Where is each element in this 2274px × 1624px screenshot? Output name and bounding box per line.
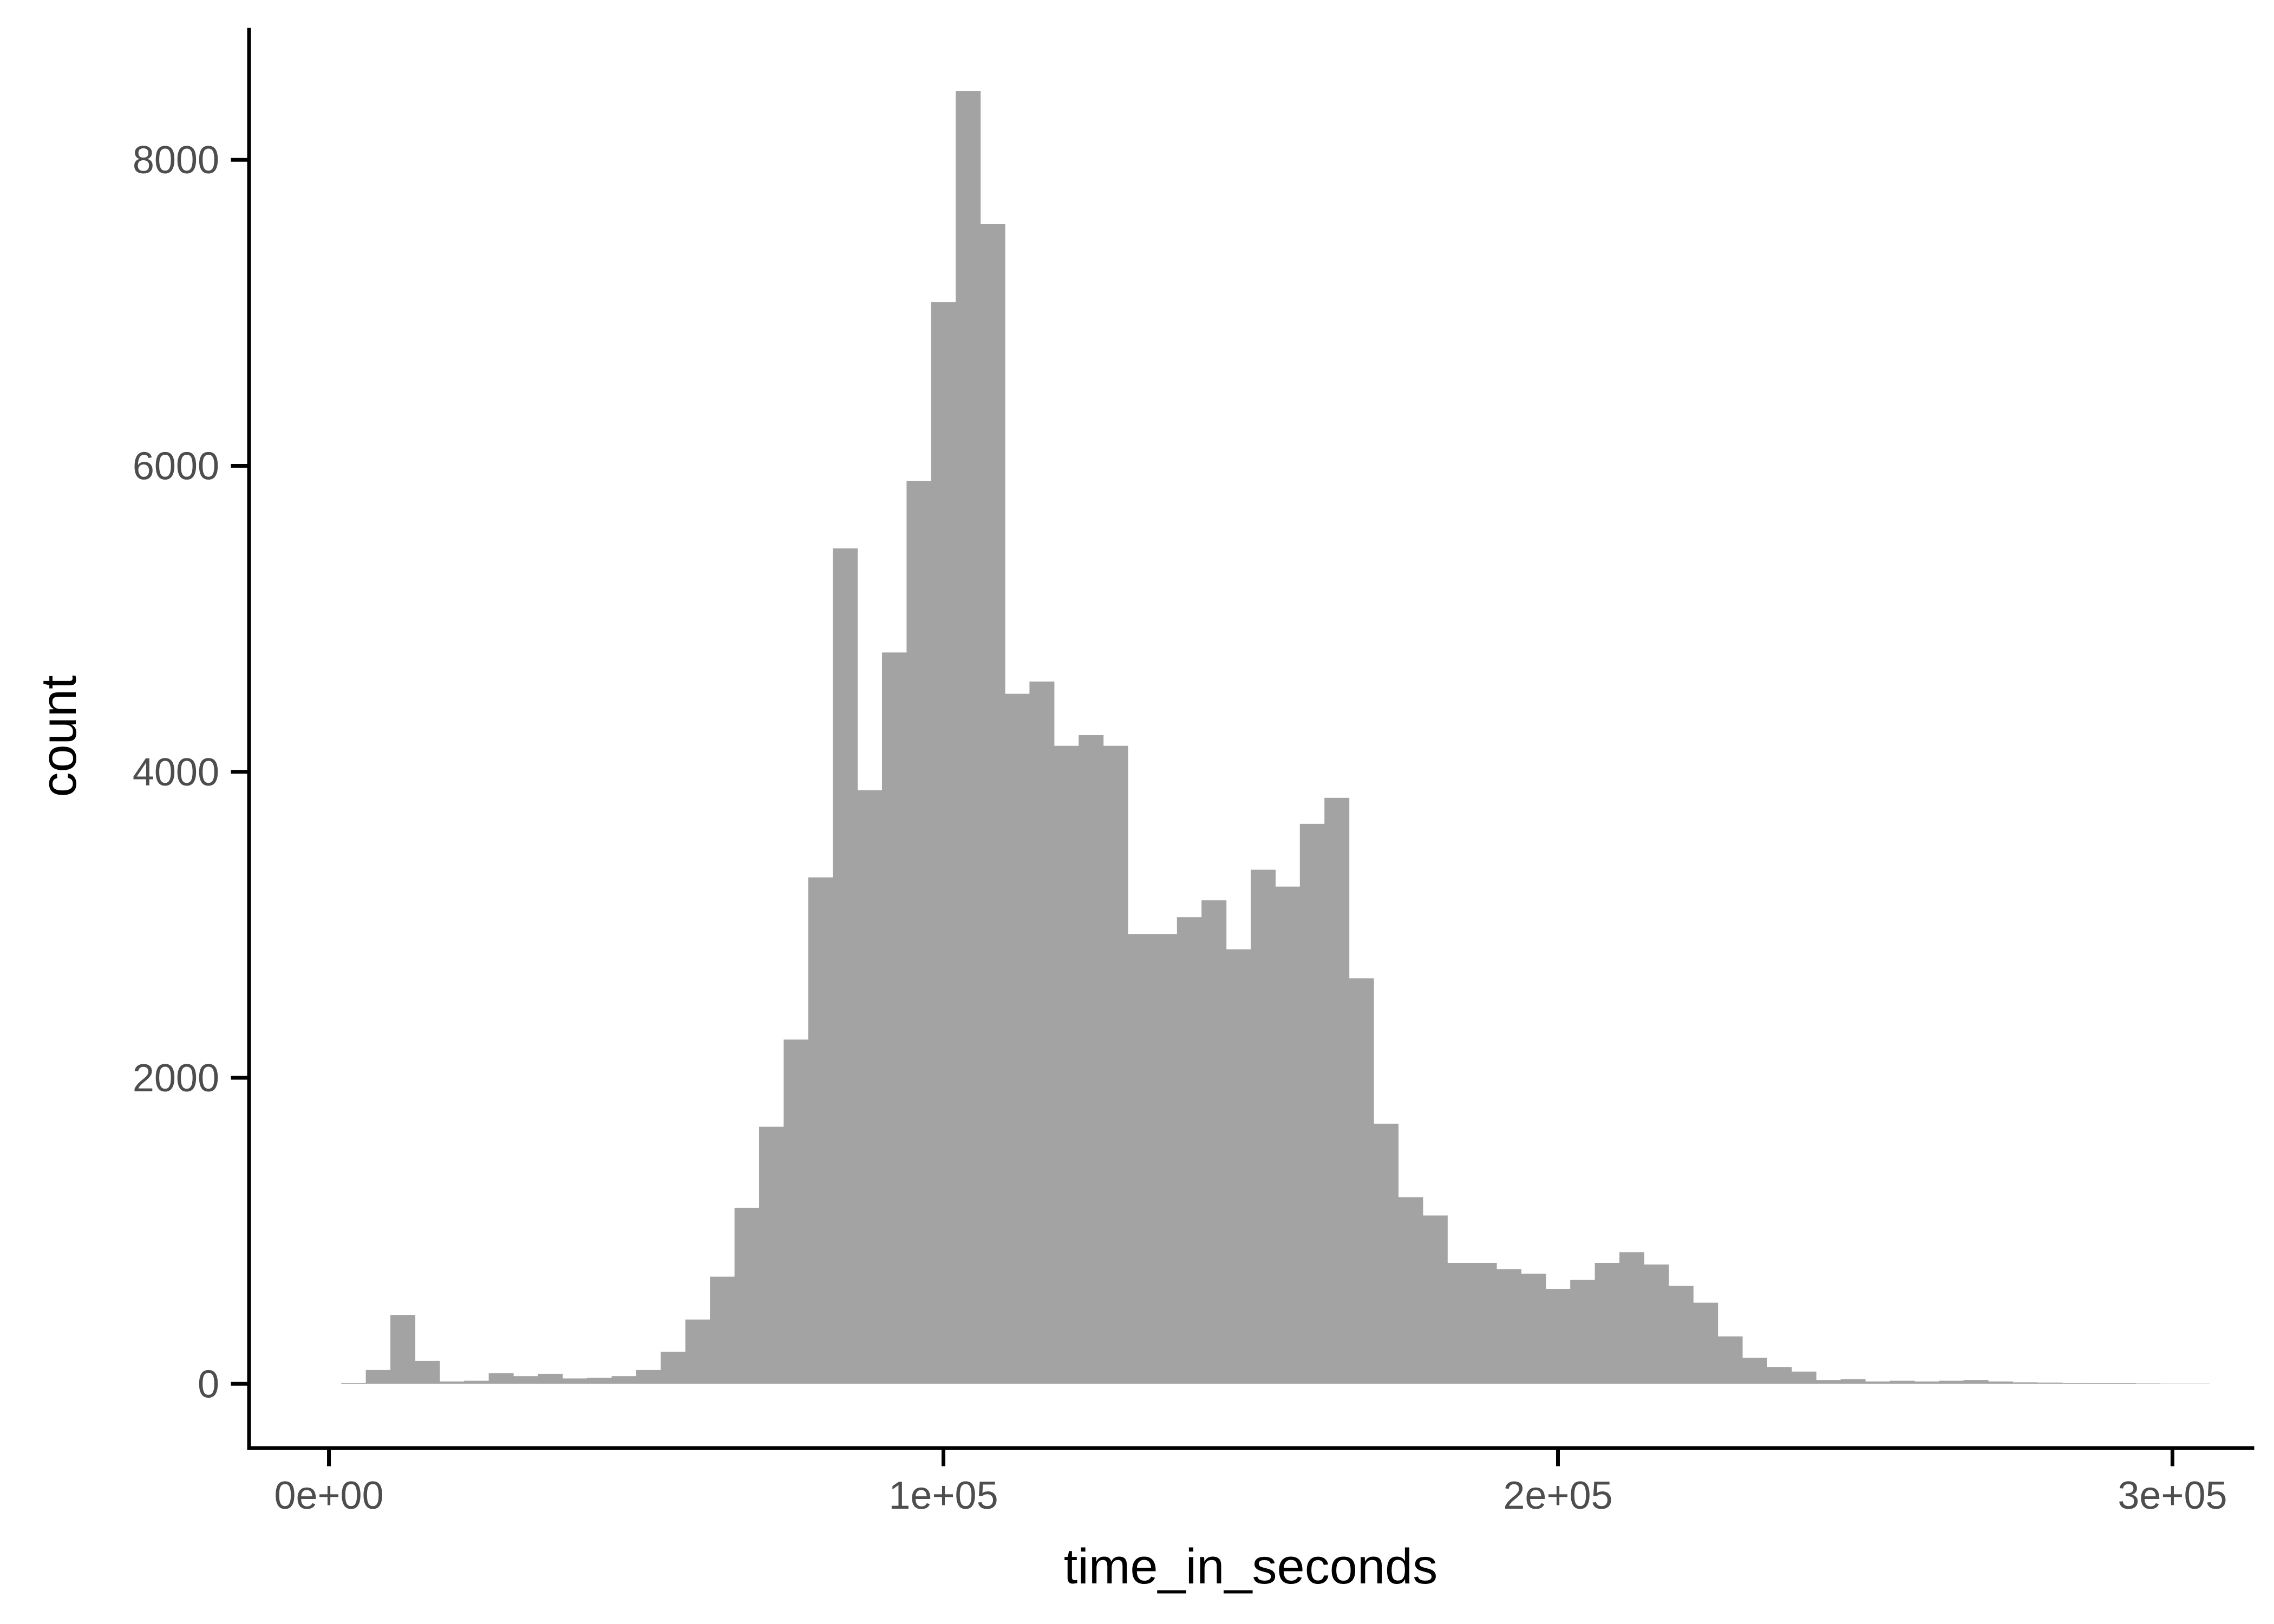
histogram-bar xyxy=(1079,735,1104,1384)
histogram-bar xyxy=(1619,1252,1644,1384)
histogram-bar xyxy=(1128,934,1153,1384)
histogram-bar xyxy=(1324,797,1350,1384)
histogram-bars xyxy=(341,91,2210,1384)
histogram-bar xyxy=(1275,886,1301,1384)
histogram-bar xyxy=(1742,1358,1767,1384)
histogram-bar xyxy=(1865,1381,1890,1384)
histogram-bar xyxy=(611,1376,637,1384)
histogram-bar xyxy=(1103,745,1128,1384)
histogram-bar xyxy=(1447,1263,1473,1384)
histogram-bar xyxy=(1840,1379,1866,1384)
histogram-bar xyxy=(1201,900,1227,1384)
histogram-bar xyxy=(636,1370,662,1384)
histogram-bar xyxy=(2086,1383,2112,1384)
histogram-bar xyxy=(1963,1380,1989,1384)
y-tick-label: 0 xyxy=(198,1363,219,1406)
histogram-bar xyxy=(1939,1380,1964,1384)
histogram-bar xyxy=(2135,1383,2161,1384)
histogram-bar xyxy=(1054,745,1079,1384)
histogram-bar xyxy=(1398,1197,1423,1384)
histogram-bar xyxy=(1472,1263,1497,1384)
histogram-bar xyxy=(1496,1269,1521,1384)
histogram-bar xyxy=(1373,1123,1399,1384)
histogram-bar xyxy=(1177,917,1202,1384)
histogram-bar xyxy=(1152,934,1178,1384)
histogram-bar xyxy=(1545,1289,1571,1384)
histogram-bar xyxy=(661,1351,686,1384)
histogram-bar xyxy=(882,652,907,1384)
histogram-bar xyxy=(808,877,833,1384)
histogram-bar xyxy=(1005,693,1030,1384)
histogram-bar xyxy=(1029,682,1055,1384)
histogram-bar xyxy=(833,548,858,1384)
histogram-bar xyxy=(1422,1215,1448,1384)
histogram-bar xyxy=(956,91,981,1384)
histogram-bar xyxy=(488,1373,514,1384)
histogram-bar xyxy=(513,1376,539,1384)
x-tick-label: 3e+05 xyxy=(2118,1474,2227,1517)
histogram-bar xyxy=(1717,1336,1743,1384)
histogram-bar xyxy=(1570,1280,1596,1384)
histogram-bar xyxy=(1767,1367,1792,1384)
histogram-bar xyxy=(1251,869,1276,1384)
histogram-bar xyxy=(685,1319,710,1384)
histogram-bar xyxy=(759,1127,785,1384)
histogram-bar xyxy=(1521,1273,1546,1384)
y-axis-title: count xyxy=(31,675,87,797)
histogram-bar xyxy=(1791,1371,1816,1384)
histogram-bar xyxy=(783,1039,809,1384)
histogram-bar xyxy=(1890,1380,1915,1384)
histogram-bar xyxy=(1226,949,1251,1384)
histogram-bar xyxy=(734,1208,760,1384)
histogram-bar xyxy=(2037,1383,2062,1384)
histogram-bar xyxy=(1914,1381,1939,1384)
histogram-bar xyxy=(1668,1286,1694,1384)
x-tick-label: 2e+05 xyxy=(1503,1474,1612,1517)
histogram-bar xyxy=(710,1276,735,1384)
histogram-bar xyxy=(562,1378,587,1384)
histogram-bar xyxy=(906,481,932,1384)
histogram-bar xyxy=(2110,1383,2136,1384)
histogram-bar xyxy=(538,1373,563,1384)
y-tick-label: 6000 xyxy=(133,445,219,488)
axes: 0e+00 1e+05 2e+05 3e+05 0 2000 4000 6000 8000 xyxy=(133,28,2255,1517)
histogram-bar xyxy=(1988,1381,2013,1384)
histogram-bar xyxy=(587,1377,612,1384)
histogram-bar xyxy=(390,1315,416,1384)
histogram-bar xyxy=(1816,1380,1841,1384)
histogram-bar xyxy=(2012,1382,2038,1384)
x-tick-label: 1e+05 xyxy=(888,1474,998,1517)
histogram-bar xyxy=(415,1360,440,1384)
histogram-bar xyxy=(464,1380,489,1384)
y-tick-label: 4000 xyxy=(133,751,219,794)
histogram-bar xyxy=(980,224,1005,1384)
histogram-bar xyxy=(439,1381,465,1384)
x-tick-label: 0e+00 xyxy=(274,1474,383,1517)
histogram-bar xyxy=(1644,1264,1669,1384)
histogram-bar xyxy=(365,1370,391,1384)
histogram-bar xyxy=(341,1383,367,1384)
y-tick-label: 2000 xyxy=(133,1057,219,1100)
x-axis-title: time_in_seconds xyxy=(1064,1539,1437,1594)
histogram-bar xyxy=(1693,1302,1718,1384)
y-tick-label: 8000 xyxy=(133,139,219,182)
histogram-bar xyxy=(1349,978,1374,1384)
histogram-bar xyxy=(857,790,883,1384)
histogram-bar xyxy=(2062,1383,2087,1384)
histogram-bar xyxy=(1299,823,1325,1384)
histogram-bar xyxy=(931,302,956,1384)
histogram-bar xyxy=(1595,1263,1620,1384)
